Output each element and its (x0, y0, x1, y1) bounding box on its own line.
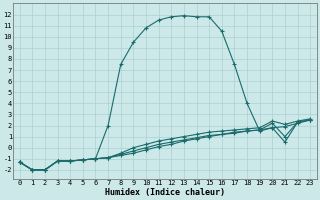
X-axis label: Humidex (Indice chaleur): Humidex (Indice chaleur) (105, 188, 225, 197)
